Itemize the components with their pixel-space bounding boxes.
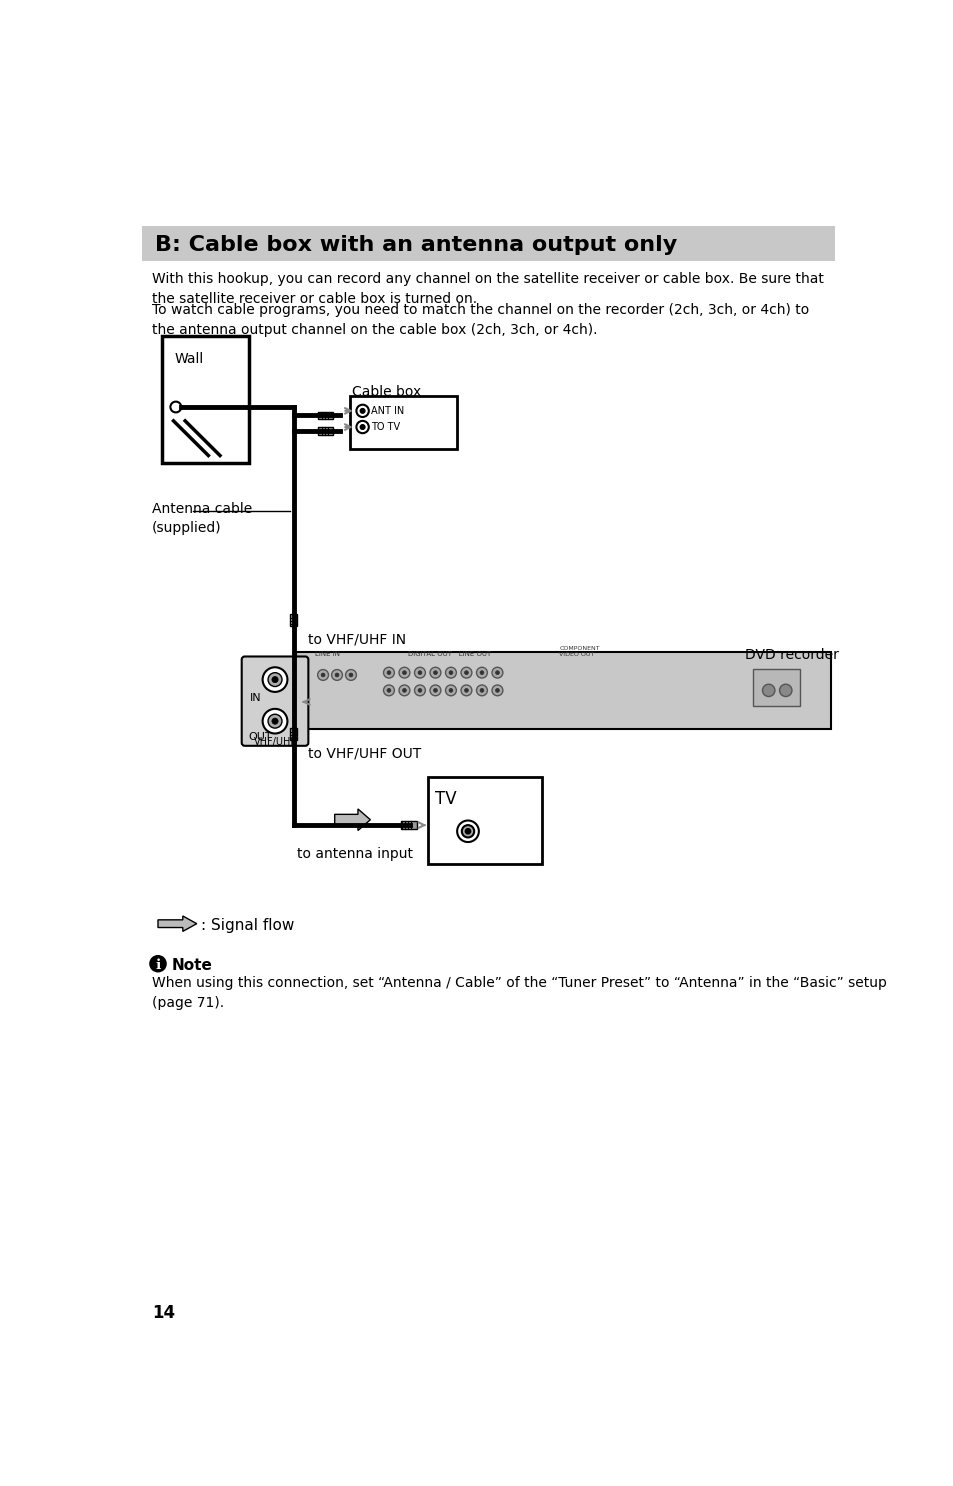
Circle shape [387, 688, 391, 692]
Text: B: Cable box with an antenna output only: B: Cable box with an antenna output only [154, 235, 677, 256]
Bar [290, 614, 297, 627]
Circle shape [445, 667, 456, 678]
Circle shape [495, 670, 498, 675]
Circle shape [171, 401, 181, 413]
Circle shape [415, 667, 425, 678]
Text: With this hookup, you can record any channel on the satellite receiver or cable : With this hookup, you can record any cha… [152, 272, 822, 306]
Text: When using this connection, set “Antenna / Cable” of the “Tuner Preset” to “Ante: When using this connection, set “Antenna… [152, 976, 885, 1009]
Circle shape [479, 688, 483, 692]
Circle shape [383, 667, 394, 678]
Text: Wall: Wall [174, 352, 203, 366]
Circle shape [272, 676, 278, 682]
FancyBboxPatch shape [241, 657, 308, 746]
Circle shape [430, 685, 440, 695]
Circle shape [779, 684, 791, 697]
Circle shape [356, 421, 369, 434]
Text: to VHF/UHF IN: to VHF/UHF IN [308, 633, 406, 646]
Circle shape [456, 820, 478, 843]
Circle shape [317, 670, 328, 681]
Circle shape [417, 670, 421, 675]
Circle shape [430, 667, 440, 678]
Circle shape [398, 685, 410, 695]
Circle shape [465, 829, 470, 834]
Circle shape [383, 685, 394, 695]
Circle shape [356, 404, 369, 418]
Text: Antenna cable
(supplied): Antenna cable (supplied) [152, 502, 252, 535]
Text: 14: 14 [152, 1305, 174, 1323]
Circle shape [398, 667, 410, 678]
Circle shape [449, 688, 453, 692]
Polygon shape [335, 808, 370, 831]
Text: : Signal flow: : Signal flow [201, 917, 294, 933]
Text: OUT: OUT [248, 733, 272, 742]
Text: ℹ: ℹ [155, 958, 160, 972]
Circle shape [449, 670, 453, 675]
Circle shape [349, 673, 353, 678]
Bar [317, 426, 333, 435]
Circle shape [761, 684, 774, 697]
Circle shape [268, 673, 282, 687]
Text: LINE IN: LINE IN [315, 651, 340, 657]
Text: to antenna input: to antenna input [297, 847, 413, 860]
Circle shape [433, 670, 436, 675]
Bar [295, 652, 830, 728]
Bar [290, 728, 297, 740]
Text: to VHF/UHF OUT: to VHF/UHF OUT [308, 746, 421, 761]
Circle shape [433, 688, 436, 692]
Bar [753, 669, 799, 706]
Circle shape [268, 715, 282, 728]
Bar [350, 397, 456, 449]
Text: COMPONENT
VIDEO OUT: COMPONENT VIDEO OUT [558, 646, 599, 657]
Text: To watch cable programs, you need to match the channel on the recorder (2ch, 3ch: To watch cable programs, you need to mat… [152, 303, 808, 336]
Circle shape [495, 688, 498, 692]
Circle shape [464, 670, 468, 675]
Text: TO TV: TO TV [371, 422, 400, 432]
Circle shape [321, 673, 325, 678]
Circle shape [460, 685, 472, 695]
Circle shape [479, 670, 483, 675]
Circle shape [345, 670, 356, 681]
Text: IN: IN [249, 694, 261, 703]
Circle shape [360, 425, 365, 429]
Bar [317, 412, 333, 419]
Bar [162, 336, 249, 464]
Circle shape [460, 667, 472, 678]
Circle shape [464, 688, 468, 692]
Bar [142, 226, 835, 262]
Circle shape [402, 670, 406, 675]
Circle shape [332, 670, 342, 681]
Text: Cable box: Cable box [352, 385, 420, 400]
Text: VHF/UHF: VHF/UHF [253, 737, 296, 746]
Circle shape [387, 670, 391, 675]
Circle shape [476, 685, 487, 695]
Circle shape [415, 685, 425, 695]
Text: TV: TV [435, 789, 456, 808]
Text: DIGITAL OUT   LINE OUT: DIGITAL OUT LINE OUT [408, 651, 491, 657]
Text: Note: Note [172, 957, 213, 972]
Circle shape [445, 685, 456, 695]
Circle shape [461, 825, 474, 838]
Text: ANT IN: ANT IN [371, 406, 404, 416]
Polygon shape [158, 915, 196, 932]
Circle shape [272, 718, 278, 724]
Circle shape [476, 667, 487, 678]
Circle shape [262, 667, 287, 692]
Bar [401, 822, 416, 829]
Circle shape [417, 688, 421, 692]
Text: DVD recorder: DVD recorder [743, 648, 838, 663]
Bar [427, 777, 542, 863]
Circle shape [262, 709, 287, 734]
Circle shape [360, 409, 365, 413]
Circle shape [335, 673, 338, 678]
Circle shape [492, 685, 502, 695]
Circle shape [402, 688, 406, 692]
Circle shape [492, 667, 502, 678]
Circle shape [150, 955, 166, 972]
